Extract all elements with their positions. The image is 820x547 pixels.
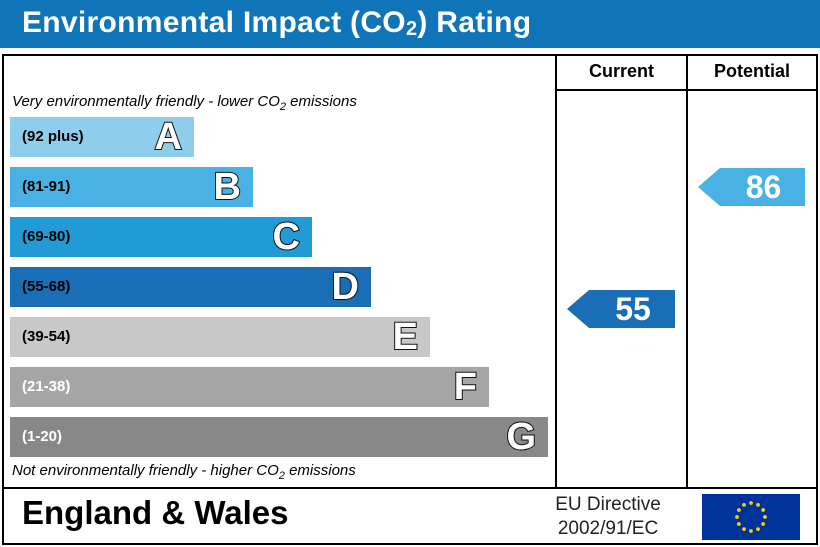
current-column-divider — [555, 54, 557, 488]
eu-star-icon — [742, 527, 746, 532]
band-a-range: (92 plus) — [22, 128, 84, 145]
bottom-note: Not environmentally friendly - higher CO… — [12, 462, 356, 482]
band-e-letter: E — [392, 316, 419, 358]
eu-directive-line2: 2002/91/EC — [557, 518, 659, 539]
eu-star-icon — [756, 502, 760, 507]
potential-arrow-shape — [698, 168, 805, 206]
eu-star-icon — [736, 508, 741, 512]
band-d-range: (55-68) — [22, 278, 71, 295]
band-b-range: (81-91) — [22, 178, 71, 195]
band-g-letter: G — [505, 416, 537, 458]
band-f-letter: F — [453, 366, 478, 408]
band-d-letter: D — [331, 266, 360, 308]
eu-star-icon — [736, 522, 741, 526]
potential-rating-arrow: 86 — [698, 168, 805, 206]
footer-divider — [2, 487, 818, 489]
eu-star-icon — [742, 502, 746, 507]
band-b: (81-91) B — [10, 166, 253, 208]
column-header-divider — [555, 89, 818, 91]
band-c-range: (69-80) — [22, 228, 71, 245]
frame-left-border — [2, 54, 4, 545]
current-rating-value: 55 — [615, 291, 651, 327]
page-title: Environmental Impact (CO2) Rating — [22, 6, 532, 40]
frame-bottom-border — [2, 543, 818, 545]
potential-rating-value: 86 — [745, 169, 782, 205]
top-note: Very environmentally friendly - lower CO… — [12, 93, 357, 113]
potential-column-divider — [686, 54, 688, 488]
potential-column-header: Potential — [713, 61, 790, 81]
eu-star-icon — [761, 508, 766, 512]
band-e: (39-54) E — [10, 316, 430, 358]
current-rating-arrow: 55 — [567, 290, 675, 328]
frame-right-border — [816, 54, 818, 545]
eu-directive: EU Directive 2002/91/EC — [520, 493, 696, 541]
header-bar: Environmental Impact (CO2) Rating — [0, 0, 820, 48]
eu-flag-icon — [702, 494, 800, 540]
band-g-range: (1-20) — [22, 428, 63, 445]
eu-star-icon — [761, 522, 766, 526]
eu-star-icon — [763, 515, 767, 519]
current-column-header: Current — [588, 61, 654, 81]
region-label: England & Wales — [22, 494, 289, 531]
band-a: (92 plus) A — [10, 116, 194, 158]
band-a-letter: A — [154, 116, 183, 158]
frame-top-border — [2, 54, 818, 56]
eu-star-icon — [756, 527, 760, 532]
band-d: (55-68) D — [10, 266, 371, 308]
band-b-letter: B — [213, 166, 242, 208]
band-c: (69-80) C — [10, 216, 312, 258]
eu-star-icon — [735, 515, 739, 519]
band-f-range: (21-38) — [22, 378, 71, 395]
eu-star-icon — [749, 529, 753, 533]
band-g: (1-20) G — [10, 416, 548, 458]
eu-star-icon — [749, 501, 753, 505]
band-c-letter: C — [272, 216, 301, 258]
band-f: (21-38) F — [10, 366, 489, 408]
current-arrow-shape — [567, 290, 675, 328]
eu-directive-line1: EU Directive — [555, 494, 661, 515]
band-e-range: (39-54) — [22, 328, 71, 345]
